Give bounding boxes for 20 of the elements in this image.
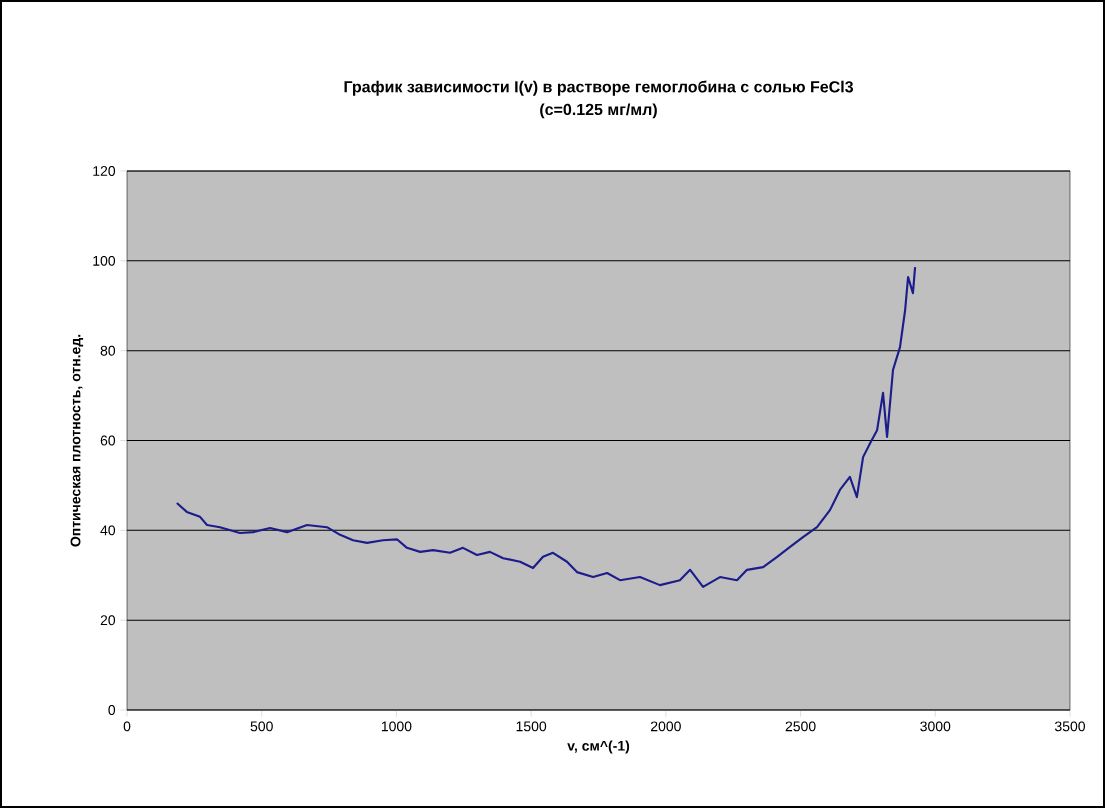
y-tick-label: 120	[93, 166, 116, 176]
line-series	[175, 266, 917, 588]
chart-subtitle: (c=0.125 мг/мл)	[540, 103, 657, 119]
x-tick-label: 1000	[381, 721, 412, 732]
x-tick-label: 500	[250, 721, 273, 732]
y-tick-label: 20	[100, 615, 116, 626]
x-tick-label: 0	[123, 721, 131, 732]
y-tick-label: 80	[100, 345, 116, 356]
x-tick-label: 3000	[920, 721, 951, 732]
y-tick-label: 40	[100, 525, 116, 536]
x-tick-label: 1500	[516, 721, 547, 732]
y-axis-title: Оптическая плотность, отн.ед.	[70, 334, 84, 547]
x-tick-label: 2500	[785, 721, 816, 732]
y-tick-label: 0	[108, 705, 116, 715]
x-tick-label: 2000	[651, 721, 681, 732]
chart-title: График зависимости I(v) в растворе гемоглобина с солью FeCl3	[344, 80, 854, 96]
x-axis-title: v, см^(-1)	[567, 740, 630, 754]
y-tick-label: 100	[93, 255, 116, 266]
x-tick-label: 3500	[1054, 721, 1086, 732]
y-tick-label: 60	[100, 435, 116, 446]
